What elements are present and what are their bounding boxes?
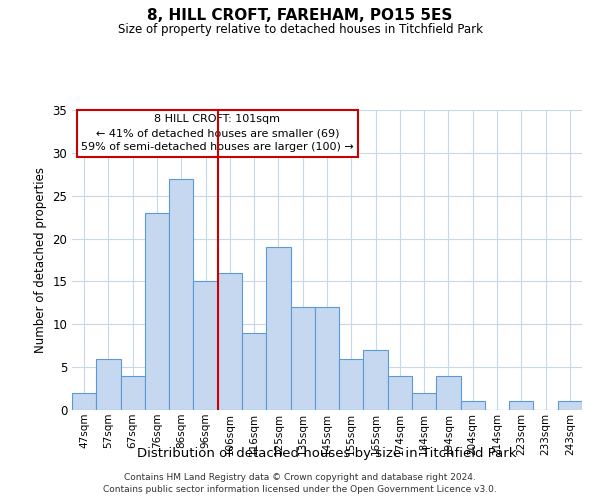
Bar: [121, 376, 145, 410]
Y-axis label: Number of detached properties: Number of detached properties: [34, 167, 47, 353]
Bar: [169, 178, 193, 410]
Bar: [96, 358, 121, 410]
Text: Distribution of detached houses by size in Titchfield Park: Distribution of detached houses by size …: [137, 448, 517, 460]
Bar: [315, 307, 339, 410]
Bar: [412, 393, 436, 410]
Bar: [72, 393, 96, 410]
Bar: [509, 402, 533, 410]
Bar: [388, 376, 412, 410]
Bar: [364, 350, 388, 410]
Text: Size of property relative to detached houses in Titchfield Park: Size of property relative to detached ho…: [118, 22, 482, 36]
Bar: [290, 307, 315, 410]
Bar: [436, 376, 461, 410]
Bar: [218, 273, 242, 410]
Bar: [242, 333, 266, 410]
Bar: [145, 213, 169, 410]
Bar: [339, 358, 364, 410]
Text: 8 HILL CROFT: 101sqm
← 41% of detached houses are smaller (69)
59% of semi-detac: 8 HILL CROFT: 101sqm ← 41% of detached h…: [81, 114, 354, 152]
Text: 8, HILL CROFT, FAREHAM, PO15 5ES: 8, HILL CROFT, FAREHAM, PO15 5ES: [148, 8, 452, 22]
Bar: [266, 247, 290, 410]
Text: Contains public sector information licensed under the Open Government Licence v3: Contains public sector information licen…: [103, 485, 497, 494]
Text: Contains HM Land Registry data © Crown copyright and database right 2024.: Contains HM Land Registry data © Crown c…: [124, 472, 476, 482]
Bar: [558, 402, 582, 410]
Bar: [193, 282, 218, 410]
Bar: [461, 402, 485, 410]
